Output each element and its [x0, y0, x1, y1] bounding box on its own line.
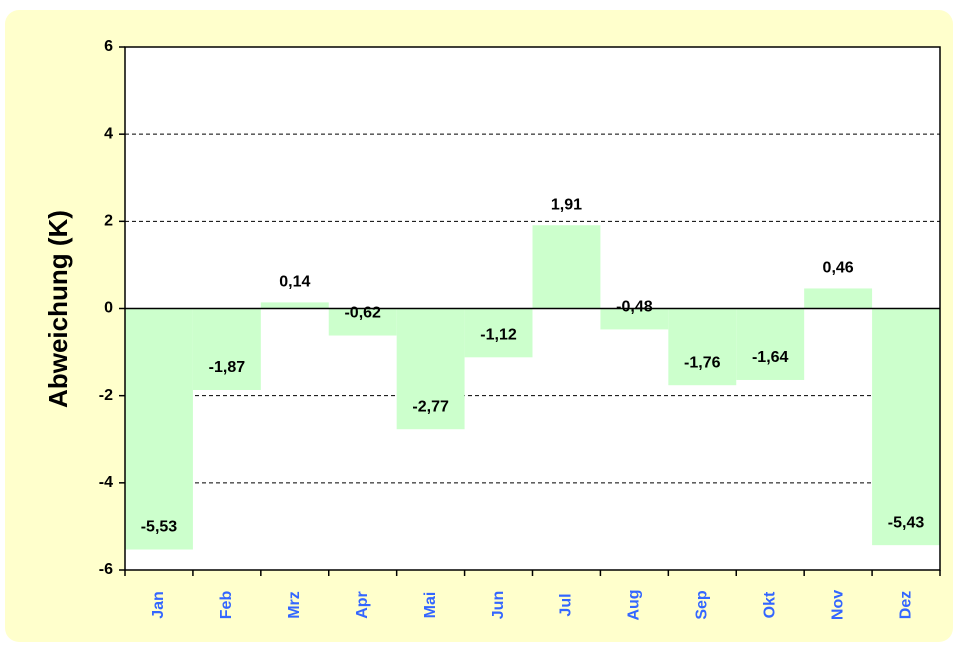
y-axis-label: Abweichung (K): [43, 210, 73, 408]
value-label: -1,64: [752, 349, 789, 366]
bar: [804, 288, 873, 309]
value-label: -5,43: [888, 514, 925, 531]
plot-border: [124, 46, 941, 571]
x-tick-label: Okt: [761, 591, 778, 618]
y-tick-label: -4: [99, 474, 113, 491]
x-tick-label: Mai: [422, 592, 439, 619]
y-tick-label: -6: [99, 561, 113, 578]
x-tick-label: Mrz: [286, 591, 303, 619]
x-tick-label: Dez: [897, 591, 914, 619]
y-tick-label: 0: [104, 300, 113, 317]
x-tick-label: Aug: [626, 589, 643, 620]
x-tick-label: Feb: [218, 591, 235, 620]
bar: [668, 308, 737, 386]
bar: [396, 308, 465, 430]
bar: [600, 308, 669, 330]
bar: [192, 308, 261, 391]
x-tick-label: Sep: [694, 590, 711, 620]
x-tick-label: Jan: [150, 591, 167, 619]
value-label: -5,53: [141, 519, 178, 536]
y-tick-label: 4: [104, 125, 113, 142]
value-label: -0,62: [344, 305, 381, 322]
y-tick-label: -2: [99, 387, 113, 404]
x-tick-label: Apr: [354, 591, 371, 619]
value-label: -1,12: [480, 327, 517, 344]
x-tick-label: Jun: [490, 591, 507, 619]
x-tick-label: Nov: [829, 590, 846, 620]
value-label: 1,91: [551, 196, 582, 213]
bar: [328, 308, 397, 336]
bar: [464, 308, 533, 358]
bar: [736, 308, 805, 380]
value-label: 0,14: [279, 274, 310, 291]
value-label: -2,77: [412, 398, 449, 415]
bar: [532, 225, 601, 309]
x-tick-label: Jul: [558, 593, 575, 616]
y-tick-label: 2: [104, 213, 113, 230]
bar: [125, 308, 193, 550]
bar: [260, 302, 329, 309]
value-label: -0,48: [616, 299, 653, 316]
value-label: -1,87: [209, 359, 246, 376]
value-label: 0,46: [823, 260, 854, 277]
bar: [872, 308, 940, 546]
value-label: -1,76: [684, 354, 721, 371]
y-tick-label: 6: [104, 38, 113, 55]
